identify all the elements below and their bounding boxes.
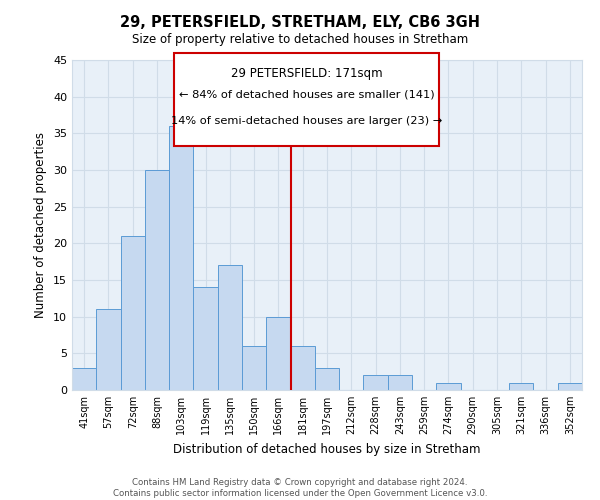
Bar (388, 376, 412, 390)
Bar (436, 382, 461, 390)
Bar (558, 382, 582, 390)
Text: Contains HM Land Registry data © Crown copyright and database right 2024.
Contai: Contains HM Land Registry data © Crown c… (113, 478, 487, 498)
Bar (242, 346, 266, 390)
Bar (266, 316, 290, 390)
Text: 29 PETERSFIELD: 171sqm: 29 PETERSFIELD: 171sqm (231, 66, 382, 80)
Text: 29, PETERSFIELD, STRETHAM, ELY, CB6 3GH: 29, PETERSFIELD, STRETHAM, ELY, CB6 3GH (120, 15, 480, 30)
Bar (145, 170, 169, 390)
Bar (315, 368, 339, 390)
Y-axis label: Number of detached properties: Number of detached properties (34, 132, 47, 318)
Bar (290, 346, 315, 390)
Bar (193, 288, 218, 390)
Bar (96, 310, 121, 390)
Text: Size of property relative to detached houses in Stretham: Size of property relative to detached ho… (132, 32, 468, 46)
Bar (218, 266, 242, 390)
FancyBboxPatch shape (174, 54, 439, 146)
X-axis label: Distribution of detached houses by size in Stretham: Distribution of detached houses by size … (173, 442, 481, 456)
Text: 14% of semi-detached houses are larger (23) →: 14% of semi-detached houses are larger (… (171, 116, 442, 126)
Bar (72, 368, 96, 390)
Bar (364, 376, 388, 390)
Text: ← 84% of detached houses are smaller (141): ← 84% of detached houses are smaller (14… (179, 90, 434, 100)
Bar (169, 126, 193, 390)
Bar (121, 236, 145, 390)
Bar (509, 382, 533, 390)
